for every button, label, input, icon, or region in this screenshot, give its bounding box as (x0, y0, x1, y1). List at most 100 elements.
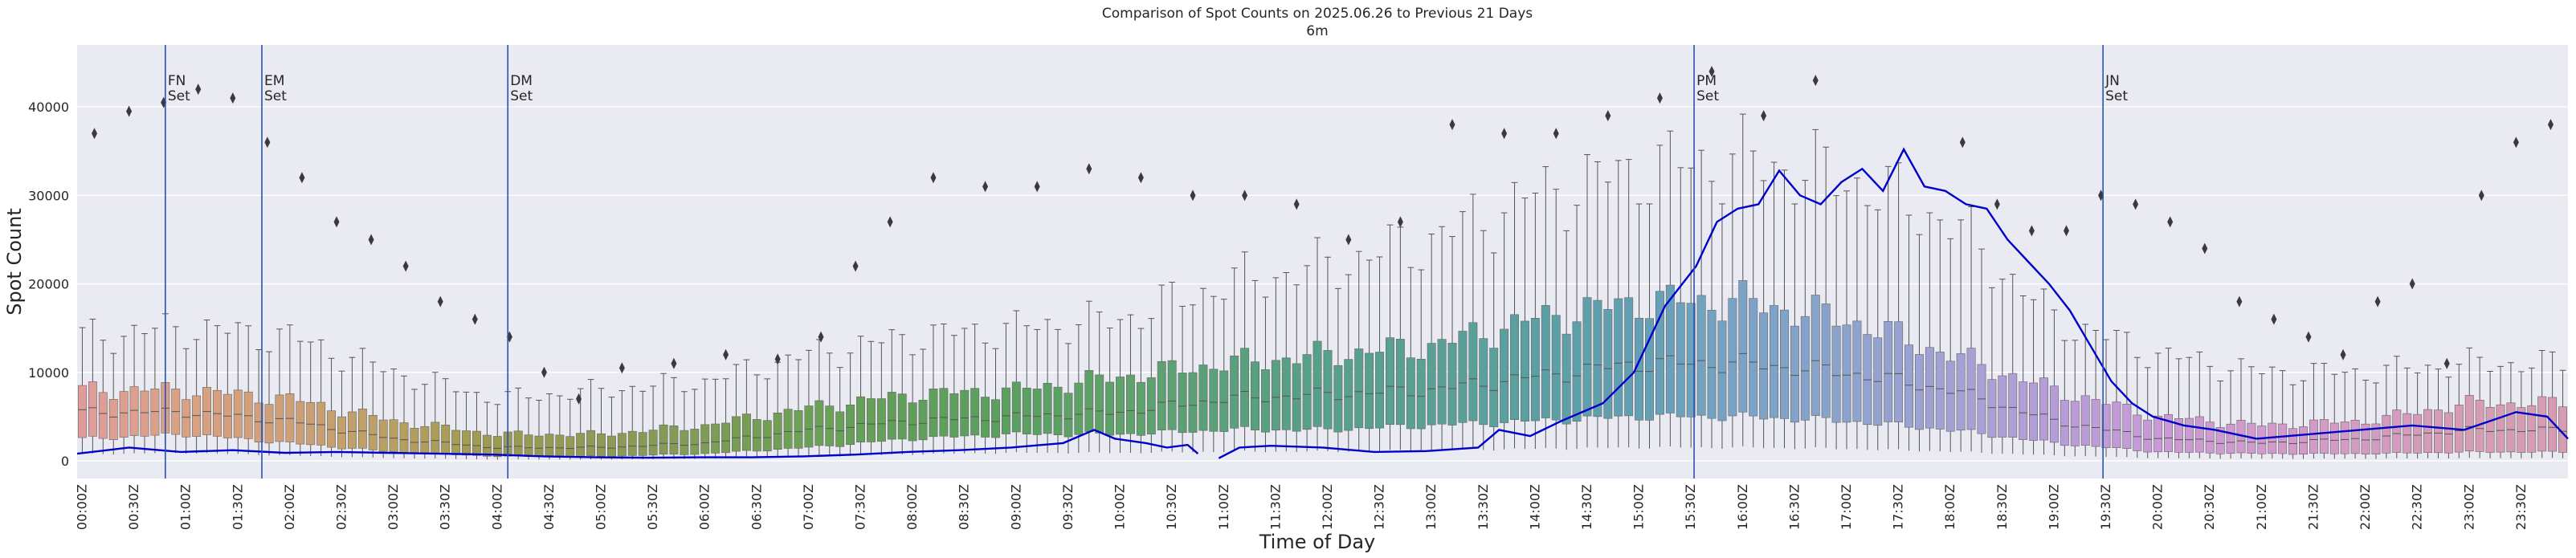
x-tick-label: 14:30Z (1579, 484, 1594, 530)
box (1852, 320, 1862, 422)
box (108, 399, 118, 440)
outlier-point (1761, 110, 1767, 122)
y-tick-labels: 0 10000 20000 30000 40000 (28, 100, 69, 469)
x-tick-label: 00:00Z (74, 484, 89, 530)
box (233, 389, 243, 438)
box (192, 395, 202, 438)
box (1240, 348, 1250, 427)
box (856, 396, 865, 442)
outlier-point (1345, 234, 1352, 246)
box (1998, 375, 2007, 438)
box (1022, 387, 1031, 434)
outlier-point (1242, 189, 1248, 202)
box (1479, 338, 1488, 426)
box (1375, 352, 1385, 429)
box (285, 393, 295, 442)
y-axis-label: Spot Count (3, 208, 26, 315)
box (1551, 315, 1561, 421)
box (555, 434, 565, 457)
x-tick-label: 22:30Z (2410, 484, 2425, 530)
box (129, 386, 139, 436)
box (960, 389, 970, 437)
outlier-point (930, 172, 937, 184)
box (1935, 352, 1945, 430)
box (991, 399, 1000, 438)
box (2340, 422, 2349, 454)
box (2153, 415, 2163, 453)
box (2464, 395, 2474, 452)
box (472, 430, 481, 456)
outlier-point (576, 393, 582, 405)
annotation-label: Set (168, 88, 190, 104)
outlier-point (195, 83, 202, 96)
box (534, 435, 544, 458)
annotation-label: EM (264, 73, 284, 89)
box (741, 413, 751, 451)
x-tick-label: 04:30Z (541, 484, 557, 530)
box (783, 409, 793, 449)
box (2112, 401, 2121, 448)
x-tick-label: 18:00Z (1942, 484, 1958, 530)
outlier-point (541, 366, 547, 378)
box (2382, 414, 2391, 454)
box (2226, 423, 2235, 454)
outlier-point (2098, 189, 2104, 202)
box (1749, 298, 1758, 417)
x-tick-label: 21:30Z (2305, 484, 2321, 530)
current-day-series (76, 147, 2569, 459)
box (825, 405, 835, 446)
box (182, 399, 191, 438)
box (1925, 347, 1934, 429)
box (606, 435, 616, 457)
box (492, 436, 502, 458)
box (2143, 419, 2153, 453)
box (1116, 377, 1125, 435)
box (1676, 302, 1685, 417)
box (2423, 409, 2433, 453)
box (1614, 298, 1623, 417)
box (1665, 284, 1675, 413)
box (2350, 419, 2360, 454)
box (2122, 403, 2132, 449)
box (88, 381, 97, 437)
box (545, 434, 554, 457)
box (2019, 381, 2028, 440)
box (2537, 396, 2547, 452)
x-tick-labels: 00:00Z 00:30Z 01:00Z 01:30Z 02:00Z 02:30Z 03:0… (74, 484, 2528, 530)
box (1728, 298, 1737, 417)
box (462, 430, 471, 456)
box (368, 414, 378, 450)
x-tick-label: 05:30Z (645, 484, 660, 530)
box (2288, 428, 2298, 455)
outlier-point (887, 216, 893, 228)
box (2049, 385, 2059, 443)
y-tick-label: 20000 (28, 277, 69, 292)
x-tick-label: 07:30Z (853, 484, 868, 530)
x-tick-label: 01:30Z (230, 484, 245, 530)
box (762, 420, 772, 452)
x-tick-label: 13:00Z (1423, 484, 1439, 530)
box (866, 398, 876, 442)
outlier-point (1034, 181, 1040, 193)
plot-background (77, 45, 2568, 479)
box (2309, 419, 2318, 454)
box (2443, 412, 2453, 454)
box (1427, 343, 1436, 426)
box (586, 430, 596, 457)
outlier-point (1656, 92, 1663, 104)
x-tick-label: 06:30Z (749, 484, 764, 530)
box (2070, 401, 2080, 446)
annotation-label: Set (2105, 88, 2128, 104)
box (2133, 414, 2142, 451)
box (2080, 395, 2090, 446)
box (2329, 422, 2339, 454)
box (732, 416, 741, 452)
box (1333, 365, 1343, 433)
x-tick-label: 05:00Z (594, 484, 609, 530)
box (1582, 297, 1592, 417)
outlier-point (2063, 225, 2069, 237)
grid-lines (77, 106, 2568, 462)
outlier-points (92, 66, 2554, 405)
